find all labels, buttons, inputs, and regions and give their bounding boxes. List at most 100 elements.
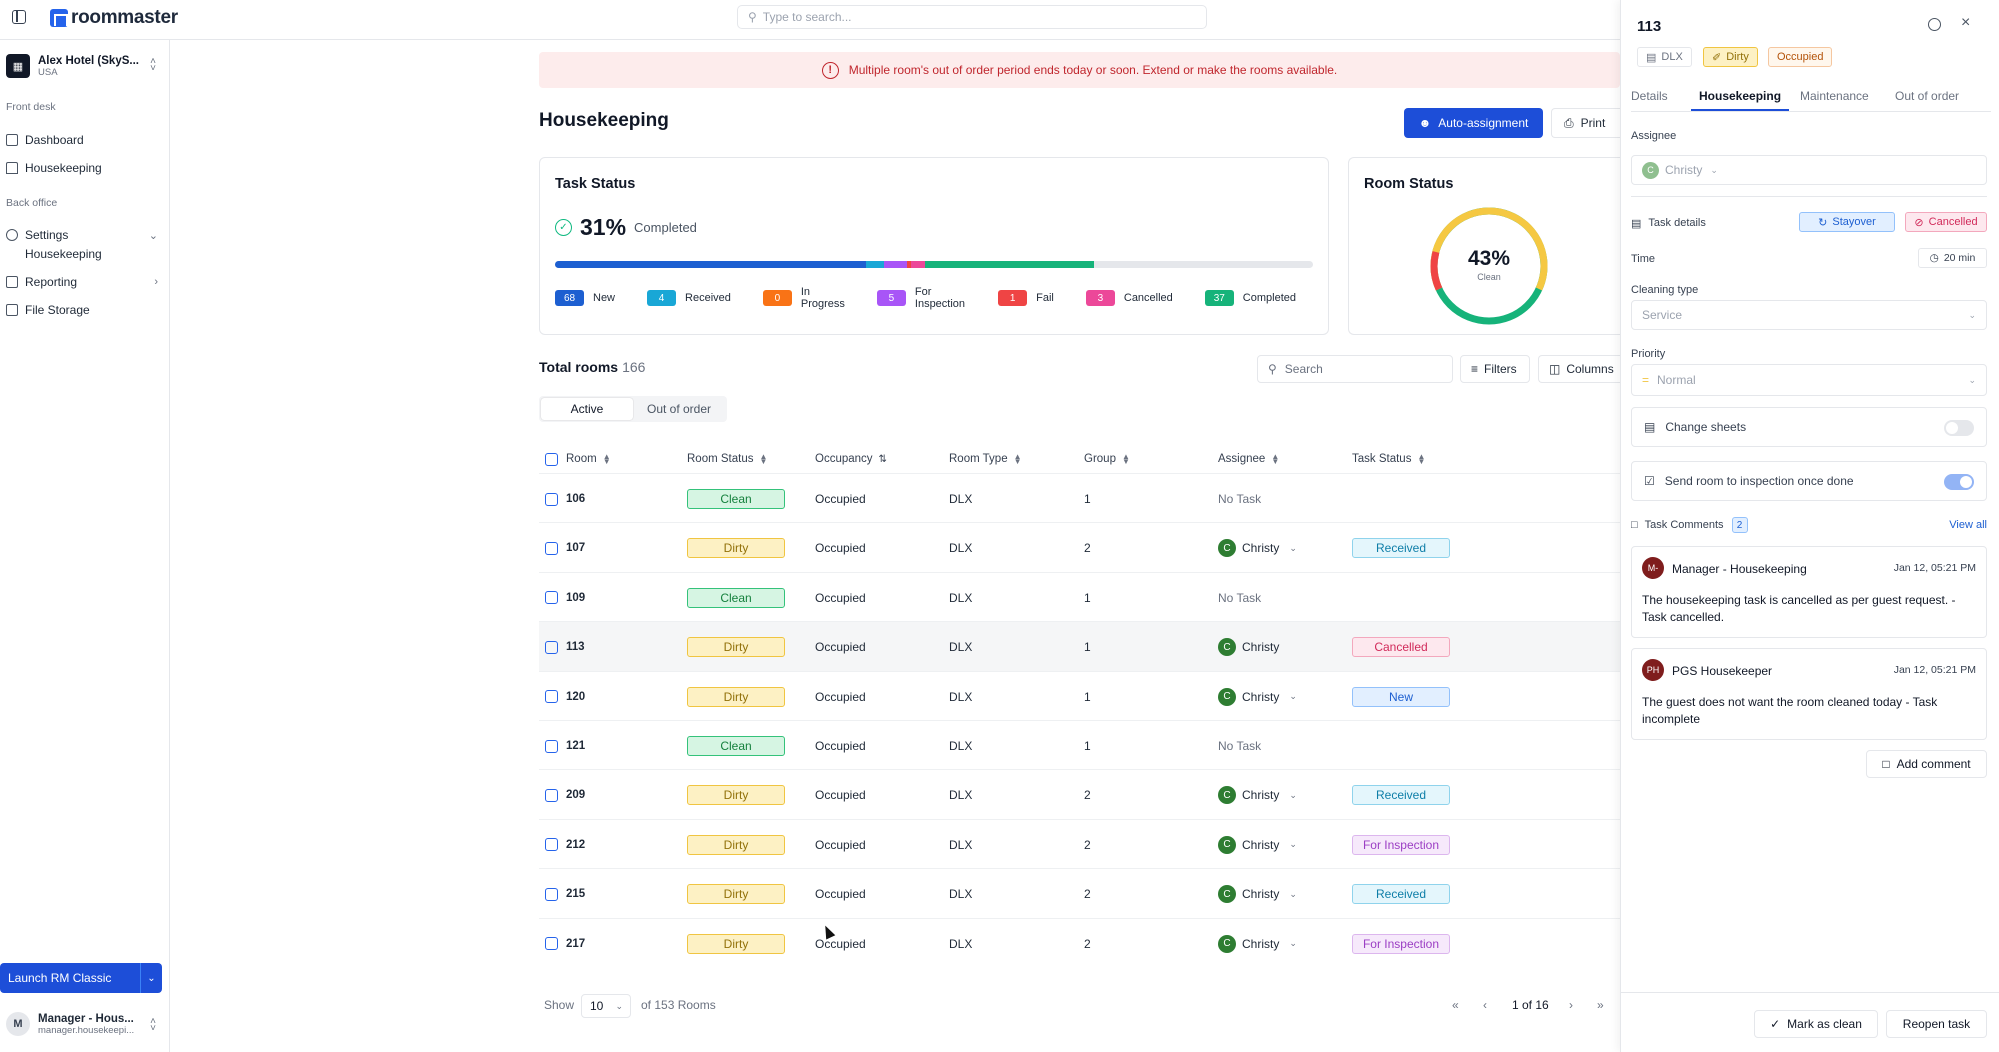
- send-inspection-switch[interactable]: [1944, 474, 1974, 490]
- row-checkbox[interactable]: [545, 523, 558, 573]
- home-icon: [6, 162, 18, 174]
- row-checkbox[interactable]: [545, 919, 558, 969]
- chevron-down-icon: ⌄: [1289, 938, 1297, 949]
- next-page-icon[interactable]: ›: [1569, 998, 1573, 1012]
- table-search-input[interactable]: ⚲ Search: [1257, 355, 1453, 383]
- col-room-status[interactable]: Room Status ▲ ▼: [687, 453, 767, 466]
- view-all-link[interactable]: View all: [1949, 519, 1987, 531]
- row-checkbox[interactable]: [545, 820, 558, 870]
- row-checkbox[interactable]: [545, 622, 558, 672]
- occupancy: Occupied: [815, 689, 866, 704]
- assignee-select[interactable]: C Christy ⌄: [1218, 523, 1297, 573]
- col-occupancy[interactable]: Occupancy ⇅: [815, 453, 887, 465]
- hotel-switcher[interactable]: ▦ Alex Hotel (SkyS... USA ˄ ˅: [6, 50, 162, 82]
- auto-assignment-button[interactable]: ☻ Auto-assignment: [1404, 108, 1543, 138]
- add-comment-button[interactable]: □ Add comment: [1866, 750, 1987, 778]
- user-menu[interactable]: M Manager - Hous... manager.housekeepi..…: [6, 1008, 162, 1040]
- room-status-badge: Clean: [687, 587, 785, 608]
- tab-housekeeping[interactable]: Housekeeping: [1690, 89, 1790, 111]
- app-logo[interactable]: roommaster: [50, 7, 178, 29]
- panel-tabs: Details Housekeeping Maintenance Out of …: [1631, 84, 1991, 112]
- table-row[interactable]: 217 Dirty Occupied DLX 2 C Christy ⌄ For Inspect…: [539, 917, 1776, 969]
- donut-chart: [1430, 207, 1548, 325]
- change-sheets-switch[interactable]: [1944, 420, 1974, 436]
- mark-as-clean-button[interactable]: ✓ Mark as clean: [1754, 1010, 1878, 1038]
- col-room[interactable]: Room ▲ ▼: [566, 453, 611, 466]
- global-search-input[interactable]: ⚲ Type to search...: [737, 5, 1207, 29]
- task-progress-bar: [555, 261, 1313, 268]
- col-room-type[interactable]: Room Type ▲ ▼: [949, 453, 1022, 466]
- col-task-status[interactable]: Task Status ▲ ▼: [1352, 453, 1425, 466]
- launch-rm-classic-button[interactable]: Launch RM Classic ⌄: [0, 963, 162, 993]
- gear-icon: [6, 229, 18, 241]
- tab-active[interactable]: Active: [541, 398, 633, 420]
- room-number: 109: [566, 591, 586, 604]
- history-icon[interactable]: [1928, 18, 1941, 31]
- close-icon[interactable]: ×: [1961, 14, 1971, 31]
- priority-select[interactable]: = Normal ⌄: [1631, 364, 1987, 396]
- columns-button[interactable]: ◫ Columns: [1538, 355, 1620, 383]
- sidebar-item-dashboard[interactable]: Dashboard: [6, 129, 162, 151]
- sidebar-item-reporting[interactable]: Reporting ›: [6, 271, 162, 293]
- col-group[interactable]: Group ▲ ▼: [1084, 453, 1130, 466]
- task-status-card: Task Status ✓ 31% Completed 68 New 4 Receiv…: [539, 157, 1329, 335]
- tab-details[interactable]: Details: [1631, 89, 1668, 103]
- assignee-select[interactable]: C Christy ⌄: [1631, 155, 1987, 185]
- row-checkbox[interactable]: [545, 770, 558, 820]
- sidebar-item-settings[interactable]: Settings ⌄: [6, 224, 162, 246]
- legend-count-badge: 0: [762, 290, 792, 306]
- select-all-checkbox[interactable]: [545, 453, 558, 466]
- reopen-task-button[interactable]: Reopen task: [1886, 1010, 1987, 1038]
- table-row[interactable]: 121 Clean Occupied DLX 1 No Task: [539, 720, 1620, 770]
- comment-plus-icon: □: [1882, 757, 1890, 771]
- comment-text: The housekeeping task is cancelled as pe…: [1642, 593, 1956, 624]
- page-size-select[interactable]: 10 ⌄: [581, 994, 631, 1018]
- first-page-icon[interactable]: «: [1452, 998, 1459, 1012]
- row-checkbox[interactable]: [545, 474, 558, 524]
- task-comments-label: Task Comments: [1644, 519, 1724, 531]
- row-checkbox[interactable]: [545, 573, 558, 623]
- sidebar-item-file-storage[interactable]: File Storage: [6, 299, 162, 321]
- sidebar-subitem-housekeeping[interactable]: Housekeeping: [25, 247, 102, 261]
- assignee-select[interactable]: C Christy ⌄: [1218, 770, 1297, 820]
- prev-page-icon[interactable]: ‹: [1483, 998, 1487, 1012]
- launch-dropdown-chevron-icon[interactable]: ⌄: [140, 963, 162, 993]
- filters-button[interactable]: ≡ Filters: [1460, 355, 1530, 383]
- cleaning-type-select[interactable]: Service ⌄: [1631, 300, 1987, 330]
- legend-label: Received: [685, 292, 731, 304]
- group: 2: [1084, 837, 1091, 852]
- assignee-select[interactable]: C Christy ⌄: [1218, 869, 1297, 919]
- row-checkbox[interactable]: [545, 721, 558, 771]
- task-status-badge: Received: [1352, 884, 1450, 905]
- group: 2: [1084, 541, 1091, 556]
- sidebar-toggle-icon[interactable]: [12, 10, 26, 24]
- row-checkbox[interactable]: [545, 672, 558, 722]
- col-assignee[interactable]: Assignee ▲ ▼: [1218, 453, 1279, 466]
- room-type: DLX: [949, 689, 973, 704]
- assignee-select[interactable]: C Christy ⌄: [1218, 672, 1297, 722]
- print-button[interactable]: ⎙ Print: [1551, 108, 1621, 138]
- assignee-select[interactable]: C Christy ⌄: [1218, 919, 1297, 969]
- row-checkbox[interactable]: [545, 869, 558, 919]
- total-rooms-label: Total rooms: [539, 359, 619, 375]
- assignee-select[interactable]: C Christy ⌄: [1218, 820, 1297, 870]
- table-row[interactable]: 212 Dirty Occupied DLX 2 C Christy ⌄ For Inspect…: [539, 818, 1776, 870]
- assignee-name: Christy: [1242, 837, 1280, 852]
- last-page-icon[interactable]: »: [1597, 998, 1604, 1012]
- avatar: C: [1218, 885, 1236, 904]
- assignee-select: C Christy: [1218, 622, 1279, 672]
- sidebar-item-housekeeping[interactable]: Housekeeping: [6, 157, 162, 179]
- cancelled-text: Cancelled: [1928, 216, 1978, 228]
- tab-out-of-order[interactable]: Out of order: [646, 402, 712, 416]
- tab-out-of-order[interactable]: Out of order: [1895, 89, 1960, 103]
- assignee-avatar: C: [1642, 161, 1659, 179]
- room-type: DLX: [949, 492, 973, 506]
- tab-maintenance[interactable]: Maintenance: [1800, 89, 1869, 103]
